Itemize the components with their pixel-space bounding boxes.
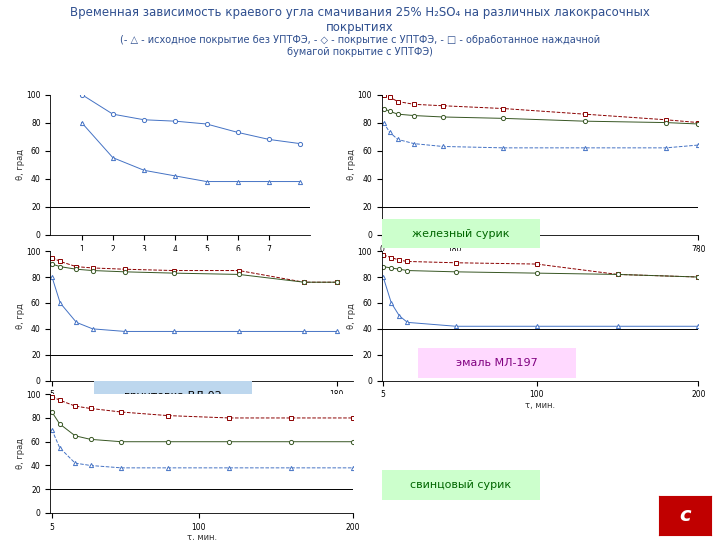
Text: грунтовка ВЛ-02: грунтовка ВЛ-02 bbox=[124, 390, 222, 401]
Y-axis label: θ, град: θ, град bbox=[16, 438, 24, 469]
X-axis label: τ, мин.: τ, мин. bbox=[525, 401, 555, 410]
Y-axis label: θ, град: θ, град bbox=[16, 149, 24, 180]
Text: Временная зависимость краевого угла смачивания 25% H₂SO₄ на различных лакокрасоч: Временная зависимость краевого угла смач… bbox=[70, 6, 650, 35]
Text: (- △ - исходное покрытие без УПТФЭ, - ◇ - покрытие с УПТФЭ, - □ - обработанное н: (- △ - исходное покрытие без УПТФЭ, - ◇ … bbox=[120, 35, 600, 57]
X-axis label: τ, часы: τ, часы bbox=[164, 255, 196, 264]
Y-axis label: θ, грд: θ, грд bbox=[16, 303, 24, 329]
Text: железный сурик: железный сурик bbox=[412, 228, 510, 239]
Text: эмаль ПФ-115: эмаль ПФ-115 bbox=[132, 312, 214, 322]
Y-axis label: θ, грд: θ, грд bbox=[347, 303, 356, 329]
X-axis label: τ, мин.: τ, мин. bbox=[525, 255, 555, 264]
Text: эмаль МЛ-197: эмаль МЛ-197 bbox=[456, 358, 538, 368]
Y-axis label: θ, град: θ, град bbox=[347, 149, 356, 180]
X-axis label: τ, мин.: τ, мин. bbox=[186, 533, 217, 540]
Text: свинцовый сурик: свинцовый сурик bbox=[410, 480, 511, 490]
Text: c: c bbox=[679, 505, 690, 525]
X-axis label: τ, мин.: τ, мин. bbox=[186, 401, 217, 410]
